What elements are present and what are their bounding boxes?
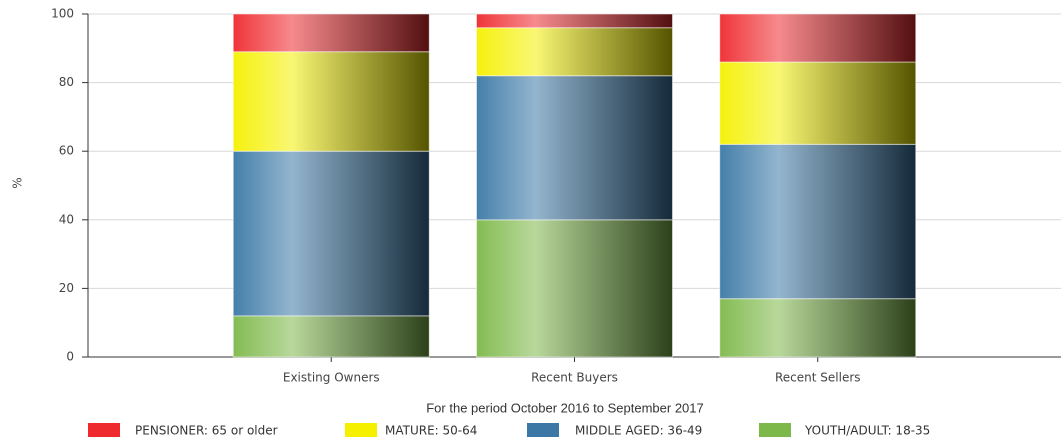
- x-tick-label: Existing Owners: [283, 371, 380, 385]
- bar-segment: [719, 61, 917, 145]
- x-tick-label: Recent Buyers: [531, 371, 618, 385]
- bar-segment: [476, 13, 673, 29]
- bar-segment: [719, 13, 917, 63]
- x-tick-label: Recent Sellers: [775, 371, 861, 385]
- y-tick-label: 60: [59, 144, 74, 158]
- y-tick-label: 80: [59, 75, 74, 89]
- legend-label: MIDDLE AGED: 36-49: [575, 424, 702, 438]
- bar-segment: [232, 315, 430, 358]
- legend-swatch: [345, 423, 377, 437]
- legend-label: YOUTH/ADULT: 18-35: [804, 424, 930, 438]
- legend-label: MATURE: 50-64: [385, 424, 477, 438]
- y-tick-label: 20: [59, 281, 74, 295]
- bar-segment: [719, 298, 917, 358]
- bar-segment: [232, 150, 430, 317]
- y-tick-label: 40: [59, 212, 74, 226]
- y-tick-label: 100: [51, 7, 74, 21]
- legend-swatch: [527, 423, 559, 437]
- bar-segment: [476, 75, 673, 221]
- y-tick-label: 0: [66, 350, 74, 364]
- bar-segment: [476, 219, 673, 358]
- legend-label: PENSIONER: 65 or older: [135, 424, 278, 438]
- bar-segment: [232, 51, 430, 152]
- bar-segment: [719, 143, 917, 300]
- legend-swatch: [88, 423, 120, 437]
- subtitle: For the period October 2016 to September…: [426, 400, 704, 415]
- bar-segment: [232, 13, 430, 53]
- y-axis-label: %: [11, 177, 25, 188]
- bar-segment: [476, 27, 673, 77]
- legend-swatch: [759, 423, 791, 437]
